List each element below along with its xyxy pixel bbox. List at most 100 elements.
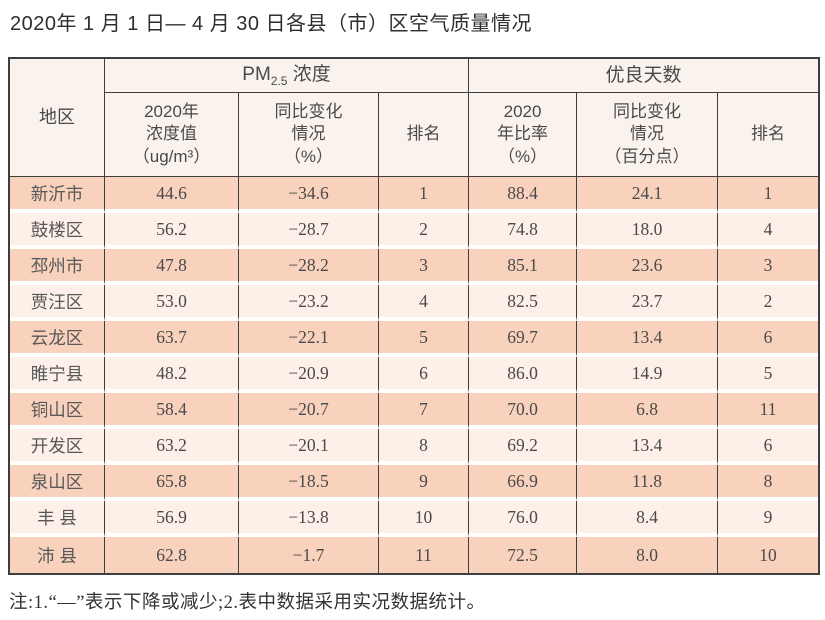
table-header: 地区 PM2.5 浓度 优良天数 2020年 浓度值 （ug/m³） 同比变化 … — [10, 59, 819, 177]
data-cell: 11 — [718, 393, 819, 429]
data-cell: 1 — [379, 177, 470, 213]
data-cell: −28.7 — [239, 213, 379, 249]
data-cell: 65.8 — [105, 465, 239, 501]
table-row: 鼓楼区 56.2 −28.7 2 74.8 18.0 4 — [10, 213, 819, 249]
good-days-ratio-header: 2020 年比率 （%） — [469, 93, 578, 177]
table-row: 新沂市 44.6 −34.6 1 88.4 24.1 1 — [10, 177, 819, 213]
data-cell: 23.7 — [577, 285, 719, 321]
data-cell: 11.8 — [577, 465, 719, 501]
region-cell: 云龙区 — [10, 321, 105, 357]
page-title: 2020年 1 月 1 日— 4 月 30 日各县（市）区空气质量情况 — [10, 13, 533, 35]
region-column-header: 地区 — [10, 59, 105, 177]
data-cell: 6 — [718, 321, 819, 357]
region-cell: 鼓楼区 — [10, 213, 105, 249]
data-cell: 70.0 — [469, 393, 578, 429]
region-cell: 铜山区 — [10, 393, 105, 429]
data-cell: 63.7 — [105, 321, 239, 357]
pm-label-suffix: 浓度 — [287, 63, 331, 85]
footnote: 注:1.“—”表示下降或减少;2.表中数据采用实况数据统计。 — [9, 593, 486, 613]
pm-change-header: 同比变化 情况 （%） — [239, 93, 379, 177]
data-cell: 72.5 — [469, 537, 578, 573]
data-cell: 6 — [379, 357, 470, 393]
data-cell: 4 — [379, 285, 470, 321]
data-cell: 56.9 — [105, 501, 239, 537]
data-cell: 6 — [718, 429, 819, 465]
data-cell: 62.8 — [105, 537, 239, 573]
good-days-change-header: 同比变化 情况 （百分点） — [577, 93, 719, 177]
data-cell: −23.2 — [239, 285, 379, 321]
region-cell: 新沂市 — [10, 177, 105, 213]
data-cell: 8 — [379, 429, 470, 465]
data-cell: 58.4 — [105, 393, 239, 429]
data-cell: −28.2 — [239, 249, 379, 285]
data-cell: 88.4 — [469, 177, 578, 213]
pm-subscript: 2.5 — [270, 73, 288, 88]
region-cell: 开发区 — [10, 429, 105, 465]
data-cell: 86.0 — [469, 357, 578, 393]
data-cell: 53.0 — [105, 285, 239, 321]
data-cell: 2 — [379, 213, 470, 249]
table-row: 贾汪区 53.0 −23.2 4 82.5 23.7 2 — [10, 285, 819, 321]
table-row: 铜山区 58.4 −20.7 7 70.0 6.8 11 — [10, 393, 819, 429]
data-cell: −18.5 — [239, 465, 379, 501]
data-cell: −22.1 — [239, 321, 379, 357]
data-cell: 85.1 — [469, 249, 578, 285]
data-cell: 1 — [718, 177, 819, 213]
data-cell: 3 — [379, 249, 470, 285]
data-cell: 56.2 — [105, 213, 239, 249]
table-row: 邳州市 47.8 −28.2 3 85.1 23.6 3 — [10, 249, 819, 285]
data-cell: 11 — [379, 537, 470, 573]
data-cell: 3 — [718, 249, 819, 285]
region-cell: 贾汪区 — [10, 285, 105, 321]
data-cell: 66.9 — [469, 465, 578, 501]
region-cell: 睢宁县 — [10, 357, 105, 393]
data-cell: 76.0 — [469, 501, 578, 537]
data-cell: 9 — [718, 501, 819, 537]
data-cell: −20.9 — [239, 357, 379, 393]
region-cell: 邳州市 — [10, 249, 105, 285]
data-cell: 8.4 — [577, 501, 719, 537]
region-cell: 丰 县 — [10, 501, 105, 537]
good-days-group-header: 优良天数 — [469, 59, 819, 93]
data-cell: 6.8 — [577, 393, 719, 429]
pm-label-prefix: PM — [242, 63, 271, 85]
data-cell: −34.6 — [239, 177, 379, 213]
table-row: 睢宁县 48.2 −20.9 6 86.0 14.9 5 — [10, 357, 819, 393]
data-cell: 44.6 — [105, 177, 239, 213]
data-cell: 48.2 — [105, 357, 239, 393]
data-cell: 74.8 — [469, 213, 578, 249]
data-cell: 18.0 — [577, 213, 719, 249]
data-cell: −13.8 — [239, 501, 379, 537]
data-cell: 13.4 — [577, 429, 719, 465]
data-cell: 5 — [379, 321, 470, 357]
table-row: 云龙区 63.7 −22.1 5 69.7 13.4 6 — [10, 321, 819, 357]
pm-rank-header: 排名 — [379, 93, 470, 177]
data-cell: −1.7 — [239, 537, 379, 573]
data-cell: 14.9 — [577, 357, 719, 393]
air-quality-table: 地区 PM2.5 浓度 优良天数 2020年 浓度值 （ug/m³） 同比变化 … — [8, 57, 821, 575]
region-cell: 泉山区 — [10, 465, 105, 501]
data-cell: 2 — [718, 285, 819, 321]
data-cell: 69.7 — [469, 321, 578, 357]
data-cell: 10 — [718, 537, 819, 573]
pm25-group-header: PM2.5 浓度 — [105, 59, 470, 93]
data-cell: 8.0 — [577, 537, 719, 573]
data-cell: 69.2 — [469, 429, 578, 465]
good-days-rank-header: 排名 — [718, 93, 819, 177]
table-body: 新沂市 44.6 −34.6 1 88.4 24.1 1 鼓楼区 56.2 −28.7 2 74.8 1… — [10, 177, 819, 573]
data-cell: 13.4 — [577, 321, 719, 357]
pm-value-header: 2020年 浓度值 （ug/m³） — [105, 93, 239, 177]
data-cell: 24.1 — [577, 177, 719, 213]
table-row: 泉山区 65.8 −18.5 9 66.9 11.8 8 — [10, 465, 819, 501]
data-cell: 82.5 — [469, 285, 578, 321]
data-cell: 7 — [379, 393, 470, 429]
data-cell: 8 — [718, 465, 819, 501]
data-cell: −20.1 — [239, 429, 379, 465]
data-cell: 9 — [379, 465, 470, 501]
table-row: 沛 县 62.8 −1.7 11 72.5 8.0 10 — [10, 537, 819, 573]
data-cell: 47.8 — [105, 249, 239, 285]
data-cell: −20.7 — [239, 393, 379, 429]
data-cell: 63.2 — [105, 429, 239, 465]
data-cell: 5 — [718, 357, 819, 393]
